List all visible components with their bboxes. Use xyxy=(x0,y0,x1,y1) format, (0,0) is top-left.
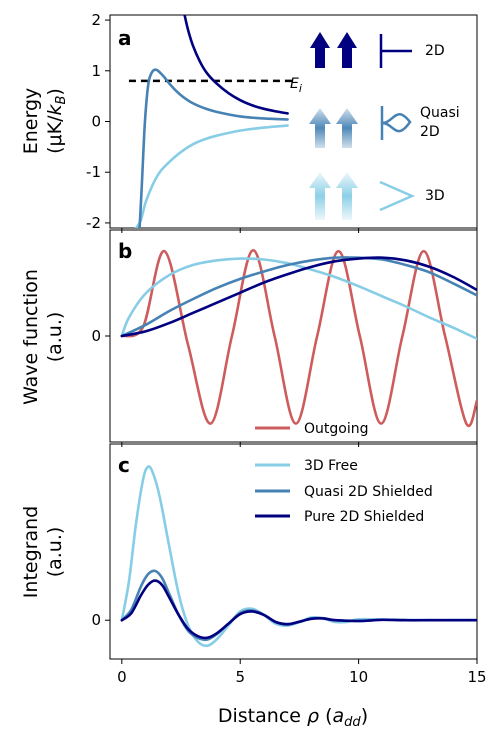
ei-label: Ei xyxy=(290,76,302,95)
panel-a-line-free-3d xyxy=(134,124,289,228)
panel-b-ylabel-1: Wave function xyxy=(20,269,42,405)
panel-b-line-outgoing xyxy=(120,248,477,428)
panel-c-ytick-label: 0 xyxy=(91,611,101,629)
spin-arrows-2d-icon xyxy=(310,32,357,68)
panel-a-frame xyxy=(109,14,478,229)
panel-b-legend: Outgoing xyxy=(255,421,368,437)
legend-pure-2d-label: Pure 2D Shielded xyxy=(304,509,424,525)
panel-b-frame xyxy=(109,229,478,443)
panel-a-ytick-label: 2 xyxy=(91,11,101,29)
spin-arrows-3d-icon xyxy=(309,172,358,220)
panel-a-ytick-label: 0 xyxy=(91,113,101,131)
panel-c-ylabel-1: Integrand xyxy=(20,506,42,598)
panel-a-ytick-label: -1 xyxy=(86,163,101,181)
legend-3d-free-label: 3D Free xyxy=(304,458,358,474)
panel-c-frame xyxy=(109,443,478,660)
panel-c-ylabel-2: (a.u.) xyxy=(44,527,66,578)
panel-b-line-quasi-2d xyxy=(120,256,477,338)
panel-a-ylabel-2: (μK/kB) xyxy=(44,88,69,154)
xtick-label: 0 xyxy=(117,668,127,686)
panel-a-ytick-label: -2 xyxy=(86,214,101,232)
panel-b-line-pure-2d xyxy=(120,256,477,338)
panel-b-series xyxy=(120,248,477,428)
annotation-3d: 3D xyxy=(425,188,445,204)
3d-profile-icon xyxy=(379,180,416,212)
spin-arrows-quasi-2d-icon xyxy=(309,108,358,148)
panel-b-ylabel-2: (a.u.) xyxy=(44,312,66,363)
pure-2d-profile-icon xyxy=(379,34,412,68)
legend-quasi-2d-label: Quasi 2D Shielded xyxy=(304,484,433,500)
panel-c-series xyxy=(120,465,477,648)
legend-outgoing-label: Outgoing xyxy=(304,421,368,437)
annotation-quasi-line1: Quasi xyxy=(420,105,460,121)
panel-a-ytick-label: 1 xyxy=(91,62,101,80)
quasi-2d-profile-icon xyxy=(380,106,412,140)
annotation-quasi-line2: 2D xyxy=(420,124,440,140)
xtick-label: 10 xyxy=(349,668,368,686)
panel-c-label: c xyxy=(118,453,130,477)
dimensionality-schematic: 2D Quasi 2D 3D xyxy=(309,32,460,220)
xtick-label: 5 xyxy=(235,668,245,686)
panel-a-ylabel-1: Energy xyxy=(20,88,42,155)
panel-c-line-pure-2d xyxy=(120,579,477,640)
annotation-2d: 2D xyxy=(425,43,445,59)
panel-b-line-free-3d xyxy=(120,257,477,341)
panel-a-series xyxy=(128,15,293,228)
panel-a-label: a xyxy=(118,26,132,50)
panel-b-ytick-label: 0 xyxy=(91,327,101,345)
panel-a-line-quasi-2d xyxy=(138,68,289,228)
panel-c-line-free-3d xyxy=(120,465,477,648)
xtick-label: 15 xyxy=(467,668,486,686)
panel-b-label: b xyxy=(118,239,132,263)
panel-c-legend: 3D Free Quasi 2D Shielded Pure 2D Shield… xyxy=(255,458,433,525)
x-axis-label: Distance ρ (add) xyxy=(218,705,368,730)
axis-ticks: -2 -1 0 1 2 0 0 0 5 10 15 xyxy=(86,11,487,686)
panel-a-line-pure-2d xyxy=(183,15,289,115)
